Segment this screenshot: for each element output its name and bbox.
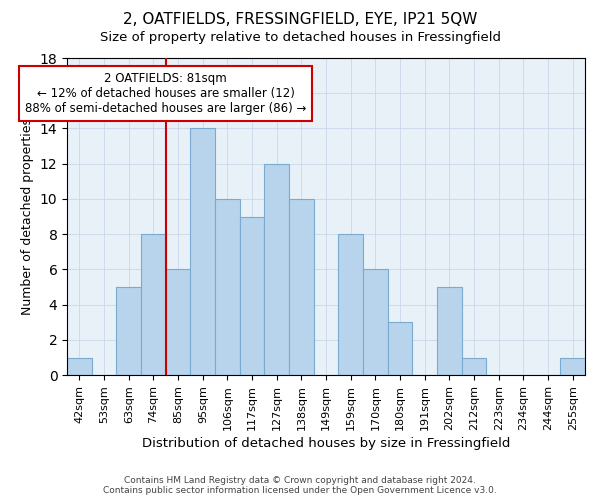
Bar <box>461 358 487 375</box>
Bar <box>141 234 166 375</box>
Bar <box>166 270 190 375</box>
Text: Contains HM Land Registry data © Crown copyright and database right 2024.
Contai: Contains HM Land Registry data © Crown c… <box>103 476 497 495</box>
Bar <box>215 199 240 375</box>
Bar <box>437 287 461 375</box>
Bar <box>67 358 92 375</box>
Bar <box>338 234 363 375</box>
Bar <box>289 199 314 375</box>
Bar <box>116 287 141 375</box>
Bar <box>240 216 265 375</box>
Bar <box>560 358 585 375</box>
Bar <box>388 322 412 375</box>
Y-axis label: Number of detached properties: Number of detached properties <box>21 118 34 315</box>
Bar <box>190 128 215 375</box>
Text: 2 OATFIELDS: 81sqm
← 12% of detached houses are smaller (12)
88% of semi-detache: 2 OATFIELDS: 81sqm ← 12% of detached hou… <box>25 72 307 115</box>
X-axis label: Distribution of detached houses by size in Fressingfield: Distribution of detached houses by size … <box>142 437 510 450</box>
Text: 2, OATFIELDS, FRESSINGFIELD, EYE, IP21 5QW: 2, OATFIELDS, FRESSINGFIELD, EYE, IP21 5… <box>123 12 477 28</box>
Text: Size of property relative to detached houses in Fressingfield: Size of property relative to detached ho… <box>100 31 500 44</box>
Bar <box>363 270 388 375</box>
Bar <box>265 164 289 375</box>
